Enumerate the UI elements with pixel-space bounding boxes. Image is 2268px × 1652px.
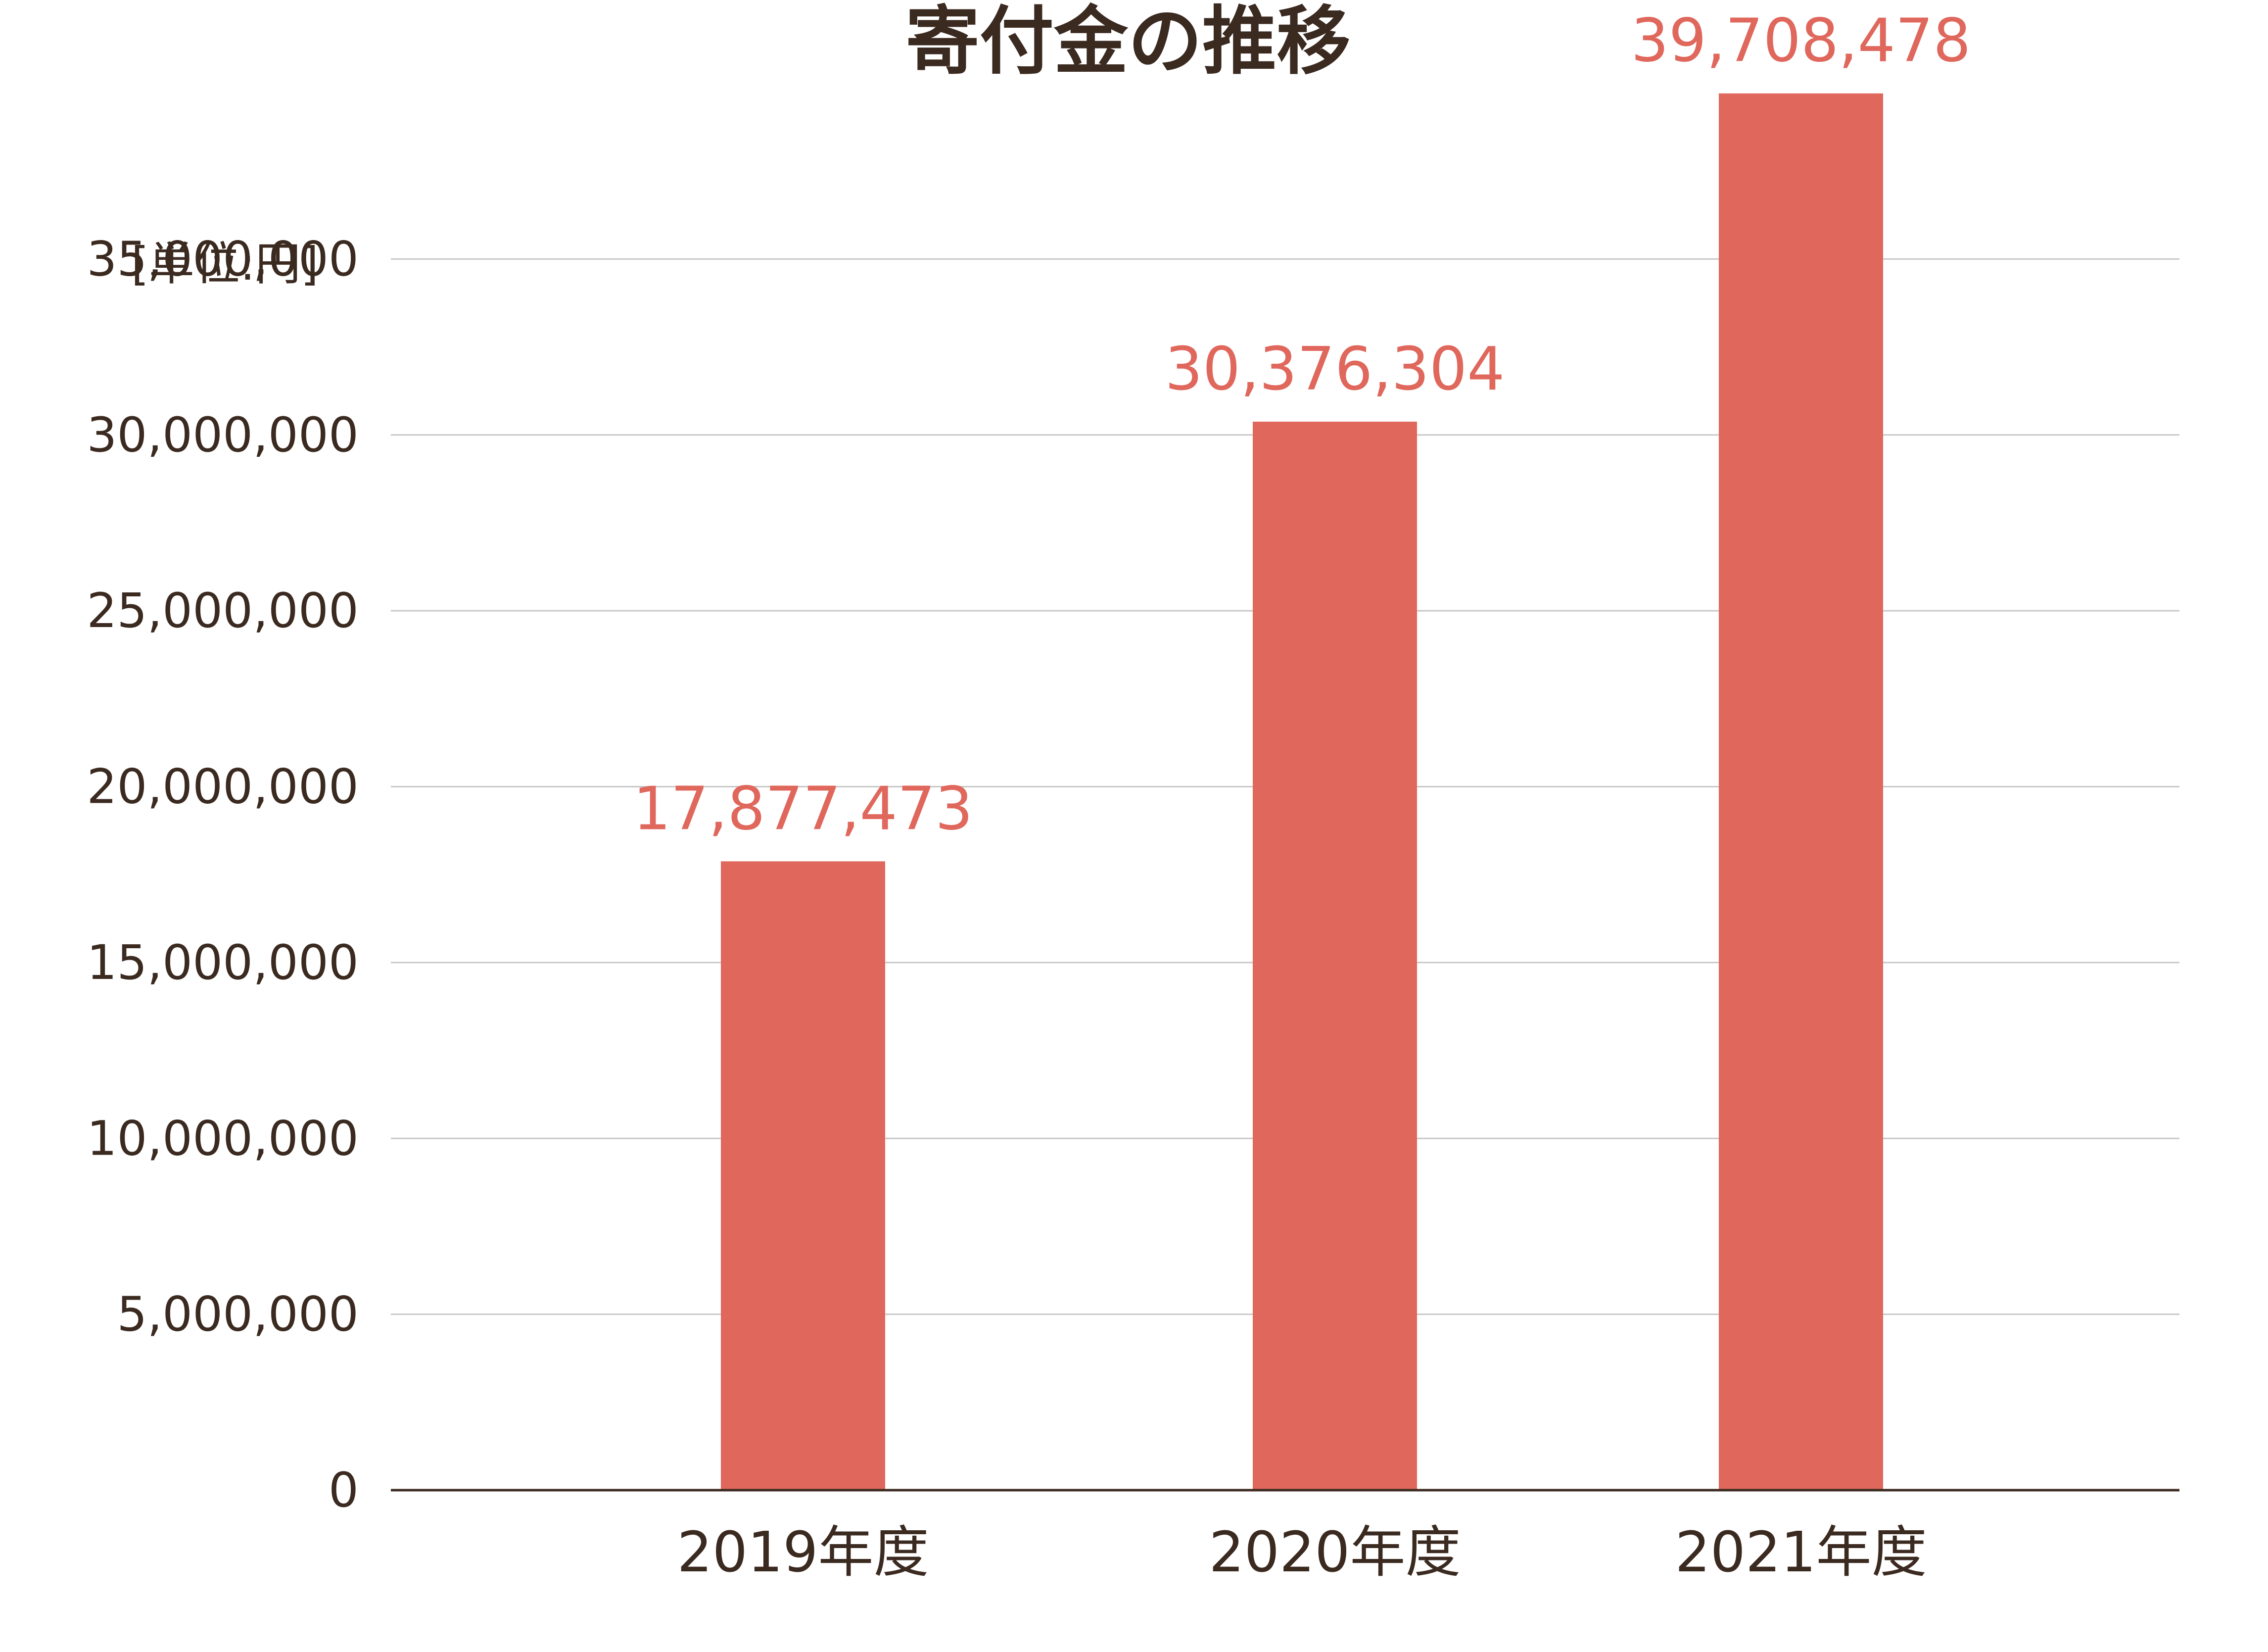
y-tick-label: 20,000,000 [87,759,359,815]
x-tick-label: 2021年度 [1675,1520,1927,1585]
y-tick-label: 25,000,000 [87,583,359,638]
data-labels: 17,877,473 30,376,304 39,708,478 [633,7,1971,844]
y-tick-label: 5,000,000 [117,1287,359,1342]
unit-label: [単位:円] [131,238,319,291]
x-axis-tick-labels: 2019年度 2020年度 2021年度 [677,1520,1927,1585]
x-tick-label: 2020年度 [1209,1520,1461,1585]
x-tick-label: 2019年度 [677,1520,929,1585]
y-tick-label: 35,000,000 [87,231,359,287]
data-label: 39,708,478 [1631,7,1971,76]
bar [1719,93,1883,1490]
bar [1253,422,1417,1491]
y-tick-label: 30,000,000 [87,407,359,463]
bar [721,861,885,1490]
data-label: 30,376,304 [1165,335,1505,404]
y-tick-label: 10,000,000 [87,1111,359,1166]
y-axis-tick-labels: 0 5,000,000 10,000,000 15,000,000 20,000,000… [87,231,359,1518]
y-tick-label: 15,000,000 [87,935,359,990]
data-label: 17,877,473 [633,775,973,843]
y-tick-label: 0 [329,1462,359,1518]
bars [721,93,1883,1491]
chart-title: 寄付金の推移 [905,0,1351,85]
